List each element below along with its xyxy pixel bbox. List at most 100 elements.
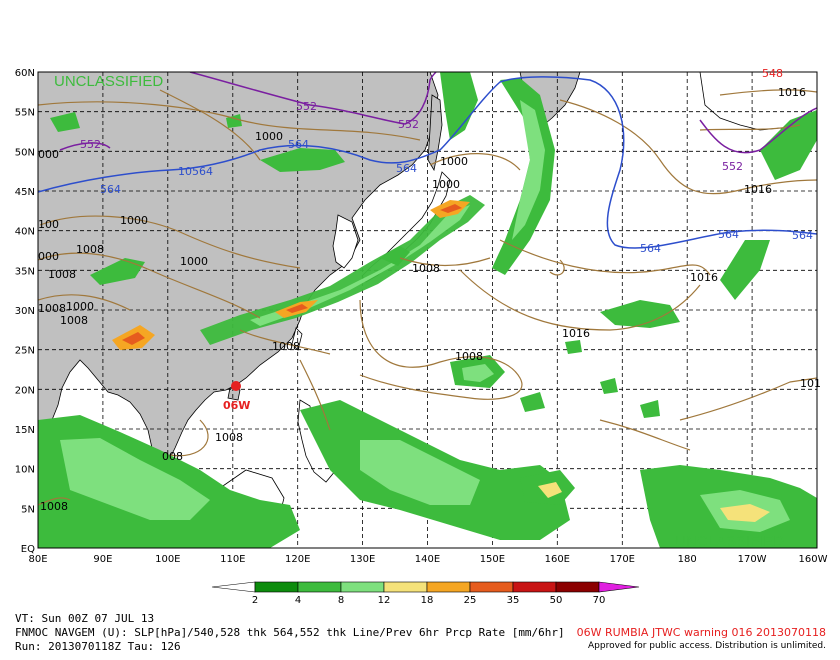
- rain-max-east-china-core: [286, 304, 308, 313]
- label-1008: 1008: [272, 340, 300, 353]
- rain-okhotsk: [440, 72, 478, 140]
- label-1008: 1008: [60, 314, 88, 327]
- legend-swatch: [254, 581, 299, 593]
- rain-manchuria: [260, 148, 345, 172]
- label-1000: 1000: [180, 255, 208, 268]
- legend-tick-label: 50: [550, 595, 563, 606]
- thickness-552-line-west: [59, 142, 111, 151]
- rain-tropics-central-inner: [360, 440, 480, 505]
- legend-swatch: [555, 581, 600, 593]
- lat-label: 55N: [15, 108, 35, 119]
- rain-tropics-east-core: [720, 504, 770, 522]
- label-1008: 1008: [48, 268, 76, 281]
- lon-label: 120E: [285, 554, 310, 565]
- label-564: 564: [718, 228, 739, 241]
- precip-legend: 2 4 8 12 18 25 35 50 70: [211, 581, 640, 606]
- rain-dateline-band: [720, 240, 770, 300]
- legend-swatch: [297, 581, 342, 593]
- lat-label: 15N: [15, 425, 35, 436]
- lon-label: 170W: [738, 554, 767, 565]
- label-564: 10564: [178, 165, 213, 178]
- rain-kuroshio-band-inner: [512, 100, 545, 240]
- frontal-rainband-core: [250, 205, 470, 326]
- run-info: Run: 2013070118Z Tau: 126: [15, 640, 181, 653]
- label-564: 564: [640, 242, 661, 255]
- thickness-552-line: [189, 72, 437, 125]
- release-statement: Approved for public access. Distribution…: [588, 641, 826, 651]
- legend-tick-label: 12: [378, 595, 391, 606]
- rain-north-pacific: [760, 110, 817, 180]
- label-1008: 1008: [38, 302, 66, 315]
- lat-label: 60N: [15, 68, 35, 79]
- label-548: 548: [762, 67, 783, 80]
- label-552: 552: [398, 118, 419, 131]
- rain-scatter-3: [520, 392, 545, 412]
- lon-label: 150E: [480, 554, 505, 565]
- legend-tick-label: 70: [593, 595, 606, 606]
- lon-label: 130E: [350, 554, 375, 565]
- label-564: 564: [396, 162, 417, 175]
- longitude-axis: 80E 90E 100E 110E 120E 130E 140E 150E 16…: [28, 554, 827, 565]
- rain-tropics-west-inner: [60, 438, 210, 520]
- lat-label: EQ: [21, 544, 35, 555]
- label-1000: 100: [38, 218, 59, 231]
- legend-swatch: [340, 581, 385, 593]
- legend-tick-label: 25: [464, 595, 477, 606]
- lon-label: 100E: [155, 554, 180, 565]
- rain-scatter-4: [640, 400, 660, 418]
- rain-tropics-mid-inner: [538, 482, 562, 498]
- legend-tick-label: 4: [295, 595, 301, 606]
- storm-marker[interactable]: 06W: [223, 381, 250, 412]
- rain-central-pacific: [600, 300, 680, 328]
- lat-label: 40N: [15, 227, 35, 238]
- lat-label: 45N: [15, 187, 35, 198]
- legend-swatch: [383, 581, 428, 593]
- contour-labels: 552 552 552 552 548 564 564 564 564 564 …: [38, 67, 821, 513]
- label-1000: 1000: [120, 214, 148, 227]
- storm-center-icon: [231, 381, 241, 391]
- jtwc-warning-text: 06W RUMBIA JTWC warning 016 2013070118: [576, 626, 826, 639]
- label-1008: 1008: [412, 262, 440, 275]
- lat-label: 35N: [15, 266, 35, 277]
- label-1016: 1016: [690, 271, 718, 284]
- latitude-axis: 60N 55N 50N 45N 40N 35N 30N 25N 20N 15N …: [15, 68, 35, 555]
- label-564: 564: [792, 229, 813, 242]
- label-564: 564: [100, 183, 121, 196]
- rain-mongolia: [90, 258, 145, 285]
- rain-subtropical-cell-inner: [462, 364, 494, 382]
- label-1008: 008: [162, 450, 183, 463]
- lon-label: 80E: [28, 554, 47, 565]
- rain-scatter-1: [565, 340, 582, 354]
- label-1016: 101: [800, 377, 821, 390]
- thickness-564-line: [38, 76, 817, 249]
- legend-tick-label: 2: [252, 595, 258, 606]
- label-1000: 1000: [66, 300, 94, 313]
- rain-japan-sea: [380, 246, 410, 266]
- label-552: 552: [722, 160, 743, 173]
- lon-label: 110E: [220, 554, 245, 565]
- legend-swatch-arrow: [211, 581, 256, 593]
- lat-label: 10N: [15, 465, 35, 476]
- label-1008: 1008: [40, 500, 68, 513]
- label-1016: 1016: [778, 86, 806, 99]
- legend-tick-label: 18: [421, 595, 434, 606]
- label-1008: 1008: [455, 350, 483, 363]
- lat-label: 25N: [15, 346, 35, 357]
- valid-time-text: VT: Sun 00Z 07 JUL 13: [15, 612, 155, 625]
- label-1000: 1000: [255, 130, 283, 143]
- lon-label: 180: [678, 554, 697, 565]
- lon-label: 160W: [799, 554, 828, 565]
- label-564: 564: [288, 138, 309, 151]
- lat-label: 30N: [15, 306, 35, 317]
- label-1008: 1008: [76, 243, 104, 256]
- lon-label: 170E: [610, 554, 635, 565]
- frontal-rainband: [200, 195, 485, 345]
- asia-landmass: [38, 72, 439, 521]
- label-1016: 1016: [562, 327, 590, 340]
- thickness-552-line-east: [699, 107, 817, 154]
- product-description: FNMOC NAVGEM (U): SLP[hPa]/540,528 thk 5…: [15, 626, 565, 639]
- korea-peninsula: [332, 214, 359, 269]
- legend-swatch: [426, 581, 471, 593]
- classification-top: UNCLASSIFIED: [54, 73, 163, 90]
